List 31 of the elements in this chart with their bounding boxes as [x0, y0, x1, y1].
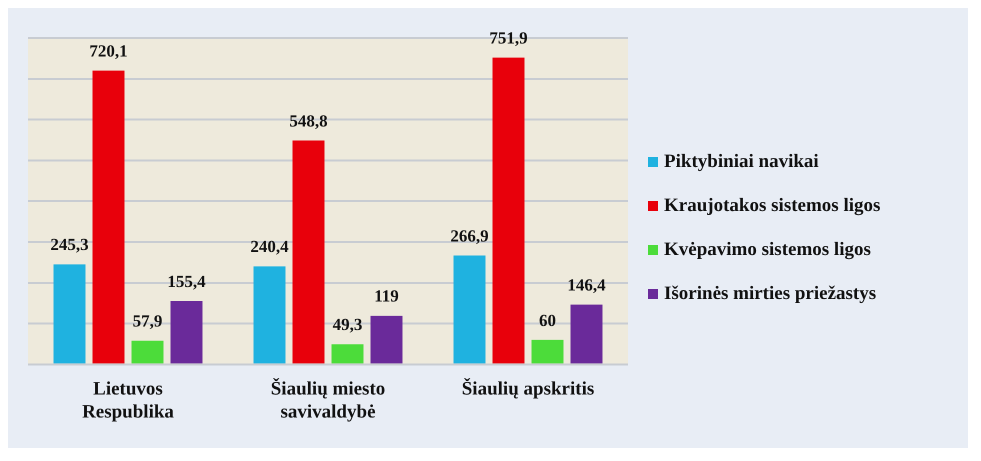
data-label: 146,4	[567, 276, 606, 295]
bar	[92, 70, 124, 364]
bar	[54, 264, 86, 364]
legend-label: Piktybiniai navikai	[664, 151, 819, 173]
bar	[570, 304, 602, 364]
data-label: 548,8	[289, 111, 328, 130]
data-label: 119	[374, 286, 399, 306]
bar	[254, 266, 286, 364]
data-label: 266,9	[450, 226, 489, 246]
data-label: 155,4	[167, 272, 206, 291]
bar	[170, 300, 202, 364]
bar	[454, 256, 486, 364]
data-label: 60	[539, 310, 556, 330]
bar	[370, 316, 402, 364]
data-label: 245,3	[50, 235, 89, 254]
bar	[532, 340, 564, 364]
legend-label: Kraujotakos sistemos ligos	[664, 195, 880, 217]
x-tick-label: Šiaulių apskritis	[462, 378, 594, 400]
bar	[132, 340, 164, 364]
bar	[492, 58, 524, 364]
data-label: 751,9	[489, 28, 528, 48]
data-label: 49,3	[332, 315, 362, 334]
legend-label: Kvėpavimo sistemos ligos	[664, 239, 871, 261]
bar	[332, 344, 364, 364]
x-tick-label: Šiaulių miesto savivaldybė	[270, 378, 386, 423]
data-label: 57,9	[132, 312, 162, 331]
x-tick-label: Lietuvos Respublika	[82, 378, 174, 423]
bar	[292, 140, 324, 364]
data-label: 720,1	[89, 41, 128, 60]
legend-label: Išorinės mirties priežastys	[664, 283, 876, 305]
data-label: 240,4	[250, 237, 290, 256]
